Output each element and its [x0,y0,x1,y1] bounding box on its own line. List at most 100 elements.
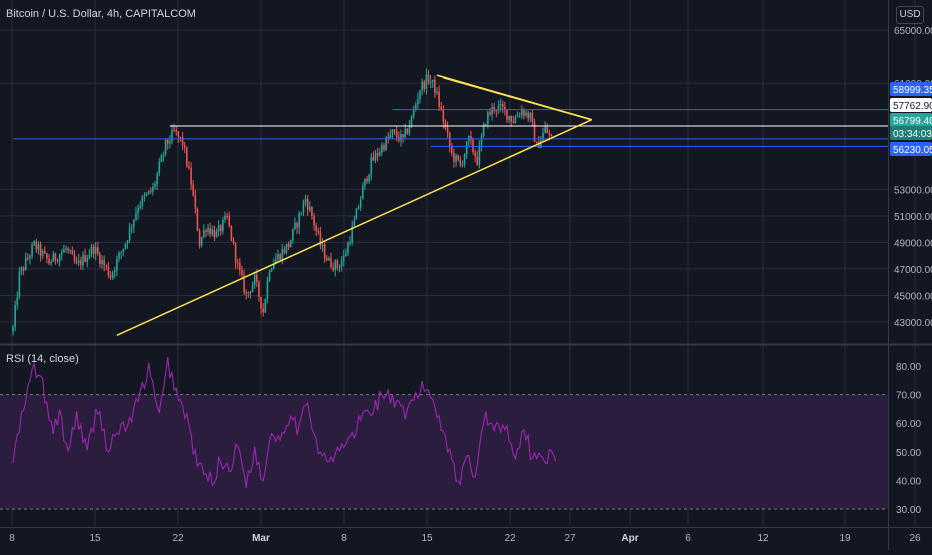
candle-body [228,216,231,226]
price-badge-label: 58999.35 [893,85,932,96]
candle-body [277,254,279,260]
candle-body [262,308,264,313]
candle-body [521,109,523,116]
candle-body [370,157,373,175]
candle-body [27,258,29,260]
candle-body [421,81,423,91]
candle-body [92,246,95,254]
time-tick-label: Apr [621,533,638,544]
candle-body [395,131,398,138]
candle-body [453,153,455,162]
candle-body [171,129,173,142]
candle-body [359,199,362,208]
candle-body [436,91,438,93]
candle-body [200,237,203,246]
candle-body [412,109,415,117]
candle-body [535,141,538,143]
candle-body [135,213,137,220]
candle-body [527,112,529,119]
candles [12,68,553,336]
chart-title: Bitcoin / U.S. Dollar, 4h, CAPITALCOM [6,8,196,20]
candle-body [219,225,222,232]
time-tick-label: 15 [421,533,433,544]
candle-body [537,141,540,148]
rsi-tick-label: 70.00 [896,391,921,402]
candle-body [455,155,457,162]
candle-body [156,173,158,184]
price-tick-label: 47000.00 [894,265,932,276]
candle-body [338,267,341,269]
candle-body [20,267,23,272]
candle-body [80,260,82,266]
candle-body [116,258,118,271]
candle-body [315,225,317,231]
candle-body [192,184,194,196]
candle-body [94,247,97,254]
candle-body [504,106,506,110]
candle-body [222,219,224,232]
candle-body [550,134,553,137]
candle-body [99,253,101,265]
candle-body [52,253,55,263]
candle-body [281,249,284,260]
candle-body [415,104,417,110]
candle-body [46,253,48,259]
time-tick-label: 6 [685,533,691,544]
candle-body [357,207,360,209]
candle-body [461,163,464,165]
price-badge: 03:34:03 [890,126,932,140]
time-tick-label: 8 [9,533,15,544]
price-tick-label: 65000.00 [894,26,932,37]
currency-button[interactable]: USD [896,6,924,24]
candle-body [75,261,78,263]
candle-body [523,109,525,116]
candle-body [35,241,38,250]
candle-body [111,272,114,278]
candle-body [540,140,542,148]
candle-body [319,232,322,246]
candle-body [309,206,311,210]
candle-body [29,256,31,259]
candle-body [321,244,324,246]
time-tick-label: 26 [909,533,921,544]
candle-body [122,248,125,253]
price-badge-label: 57762.90 [893,101,932,112]
candle-body [440,106,443,110]
candle-body [253,274,256,285]
candle-body [402,134,404,138]
candle-body [224,216,226,220]
candle-body [84,254,86,262]
candle-body [345,253,347,256]
candle-body [158,162,161,174]
candle-body [177,131,180,137]
candle-body [179,136,182,138]
candle-body [364,178,366,186]
candle-body [37,244,40,250]
candle-body [292,228,294,241]
candle-body [63,249,65,253]
price-tick-label: 43000.00 [894,318,932,329]
candle-body [236,262,239,264]
candle-body [457,155,459,160]
candle-body [542,132,544,141]
candle-body [169,141,171,144]
candle-body [24,258,27,271]
price-badge-bg [890,113,932,127]
time-tick-label: Mar [252,533,270,544]
candle-body [152,186,154,192]
candle-body [139,205,141,209]
price-badge: 56799.40 [890,113,932,127]
candle-body [459,159,462,165]
candle-body [353,219,356,227]
candle-body [22,267,25,271]
candle-body [60,252,63,255]
time-tick-label: 15 [89,533,101,544]
candle-body [150,190,152,192]
candle-body [130,227,133,229]
candle-body [166,139,169,144]
candle-body [351,226,353,243]
candle-body [423,81,426,89]
candle-body [196,208,199,231]
